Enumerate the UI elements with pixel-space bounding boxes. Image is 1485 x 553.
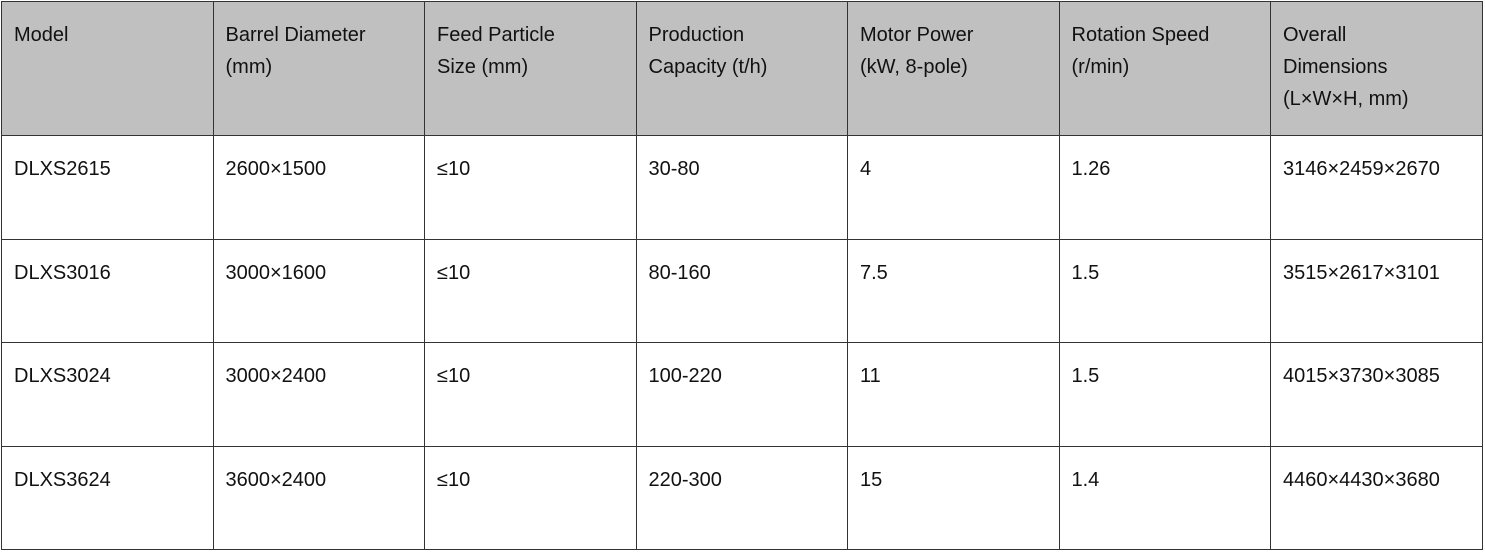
table-row: DLXS3024 3000×2400 ≤10 100-220 11 1.5 4015×373…	[1, 342, 1483, 447]
table-cell: 1.5	[1058, 238, 1271, 343]
table-cell: 1.26	[1058, 135, 1271, 240]
header-cell: Rotation Speed (r/min)	[1058, 1, 1271, 136]
table-body: DLXS2615 2600×1500 ≤10 30-80 4 1.26 3146×2459×…	[1, 135, 1483, 550]
table-cell: 4460×4430×3680	[1270, 445, 1483, 550]
table-cell: 7.5	[847, 238, 1060, 343]
header-cell: Feed Particle Size (mm)	[424, 1, 637, 136]
table-cell: 15	[847, 445, 1060, 550]
header-row: Model Barrel Diameter (mm) Feed Particle S…	[1, 1, 1483, 136]
header-cell: Barrel Diameter (mm)	[212, 1, 425, 136]
table-cell: ≤10	[424, 238, 637, 343]
table-cell: DLXS3016	[1, 238, 214, 343]
header-cell: Model	[1, 1, 214, 136]
table-cell: DLXS3024	[1, 342, 214, 447]
table-cell: DLXS3624	[1, 445, 214, 550]
table-cell: 4015×3730×3085	[1270, 342, 1483, 447]
table-cell: DLXS2615	[1, 135, 214, 240]
table-row: DLXS3016 3000×1600 ≤10 80-160 7.5 1.5 3515×261…	[1, 238, 1483, 343]
table-cell: 3515×2617×3101	[1270, 238, 1483, 343]
table-cell: 100-220	[635, 342, 848, 447]
table-cell: 220-300	[635, 445, 848, 550]
table-cell: 3000×1600	[212, 238, 425, 343]
table-cell: ≤10	[424, 135, 637, 240]
table-cell: 1.5	[1058, 342, 1271, 447]
table-cell: 2600×1500	[212, 135, 425, 240]
table-cell: ≤10	[424, 445, 637, 550]
header-cell: Production Capacity (t/h)	[635, 1, 848, 136]
table-cell: 30-80	[635, 135, 848, 240]
table-cell: 3600×2400	[212, 445, 425, 550]
table-row: DLXS3624 3600×2400 ≤10 220-300 15 1.4 4460×443…	[1, 445, 1483, 550]
table-cell: 3000×2400	[212, 342, 425, 447]
table-cell: 80-160	[635, 238, 848, 343]
table-cell: 11	[847, 342, 1060, 447]
header-cell: Overall Dimensions (L×W×H, mm)	[1270, 1, 1483, 136]
table-cell: ≤10	[424, 342, 637, 447]
table-cell: 3146×2459×2670	[1270, 135, 1483, 240]
header-cell: Motor Power (kW, 8-pole)	[847, 1, 1060, 136]
table-cell: 4	[847, 135, 1060, 240]
table-row: DLXS2615 2600×1500 ≤10 30-80 4 1.26 3146×2459×…	[1, 135, 1483, 240]
table-header: Model Barrel Diameter (mm) Feed Particle S…	[1, 1, 1483, 136]
table-cell: 1.4	[1058, 445, 1271, 550]
